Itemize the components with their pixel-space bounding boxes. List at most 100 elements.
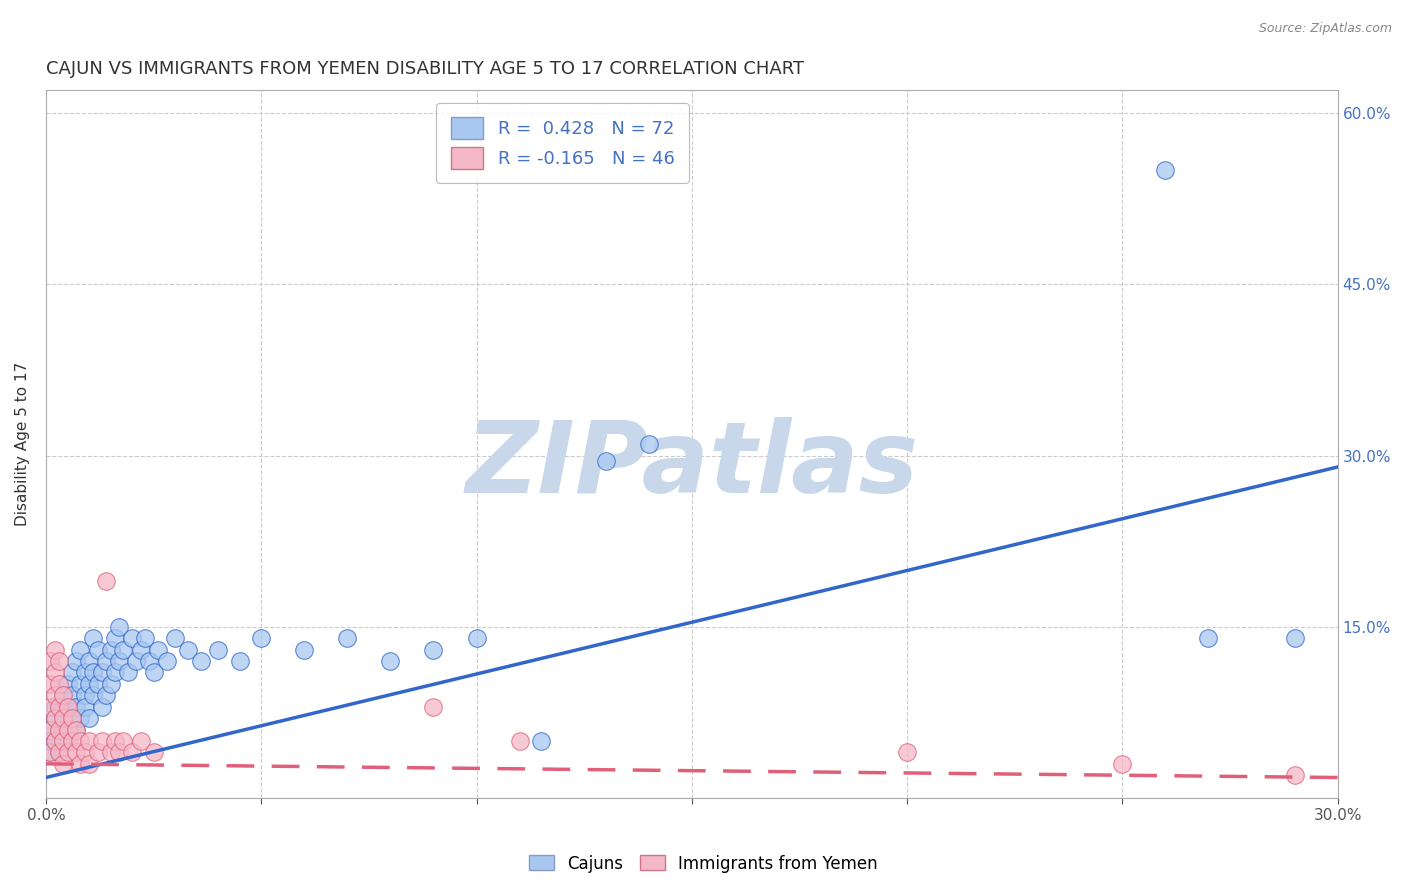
Point [250,632,273,646]
Point [121,632,143,646]
Point [595,454,617,468]
Point [39,723,62,737]
Point [117,665,139,680]
Point [104,665,127,680]
Point [39,745,62,759]
Point [96,574,118,589]
Point [155,654,177,668]
Point [138,654,160,668]
Point [77,654,100,668]
Point [60,689,83,703]
Text: Source: ZipAtlas.com: Source: ZipAtlas.com [1258,22,1392,36]
Point [69,642,91,657]
Point [39,745,62,759]
Point [52,711,75,725]
Legend: R =  0.428   N = 72, R = -0.165   N = 46: R = 0.428 N = 72, R = -0.165 N = 46 [436,103,689,183]
Point [60,665,83,680]
Point [108,620,131,634]
Point [77,756,100,771]
Point [100,677,122,691]
Point [228,654,250,668]
Point [48,745,70,759]
Point [207,642,229,657]
Point [73,745,96,759]
Point [69,711,91,725]
Point [77,711,100,725]
Point [52,756,75,771]
Point [60,711,83,725]
Point [100,745,122,759]
Point [56,677,79,691]
Point [146,642,169,657]
Point [52,723,75,737]
Point [65,699,87,714]
Point [336,632,359,646]
Point [82,632,104,646]
Point [48,723,70,737]
Point [44,699,66,714]
Point [44,665,66,680]
Point [60,711,83,725]
Point [177,642,200,657]
Point [39,723,62,737]
Point [48,699,70,714]
Point [86,642,108,657]
Point [190,654,212,668]
Point [112,642,135,657]
Point [44,734,66,748]
Point [104,632,127,646]
Point [91,665,114,680]
Point [56,723,79,737]
Point [380,654,402,668]
Y-axis label: Disability Age 5 to 17: Disability Age 5 to 17 [15,362,30,526]
Point [69,756,91,771]
Point [48,654,70,668]
Point [65,723,87,737]
Point [39,734,62,748]
Point [165,632,187,646]
Point [69,734,91,748]
Point [91,734,114,748]
Point [69,677,91,691]
Point [292,642,315,657]
Point [48,723,70,737]
Point [56,745,79,759]
Point [108,654,131,668]
Point [91,699,114,714]
Point [65,654,87,668]
Point [56,699,79,714]
Point [48,677,70,691]
Point [530,734,553,748]
Point [73,665,96,680]
Point [77,734,100,748]
Point [422,642,444,657]
Point [96,654,118,668]
Point [142,665,165,680]
Point [65,745,87,759]
Point [39,699,62,714]
Point [44,711,66,725]
Point [52,711,75,725]
Point [96,689,118,703]
Point [1198,632,1220,646]
Point [56,734,79,748]
Point [100,642,122,657]
Point [44,642,66,657]
Point [896,745,918,759]
Point [44,711,66,725]
Point [1284,768,1306,782]
Point [509,734,531,748]
Point [48,745,70,759]
Point [39,677,62,691]
Text: CAJUN VS IMMIGRANTS FROM YEMEN DISABILITY AGE 5 TO 17 CORRELATION CHART: CAJUN VS IMMIGRANTS FROM YEMEN DISABILIT… [46,60,804,78]
Point [134,632,156,646]
Point [129,642,152,657]
Point [65,723,87,737]
Point [1111,756,1133,771]
Point [39,654,62,668]
Point [108,745,131,759]
Point [56,699,79,714]
Point [142,745,165,759]
Text: ZIPatlas: ZIPatlas [465,417,918,514]
Point [82,665,104,680]
